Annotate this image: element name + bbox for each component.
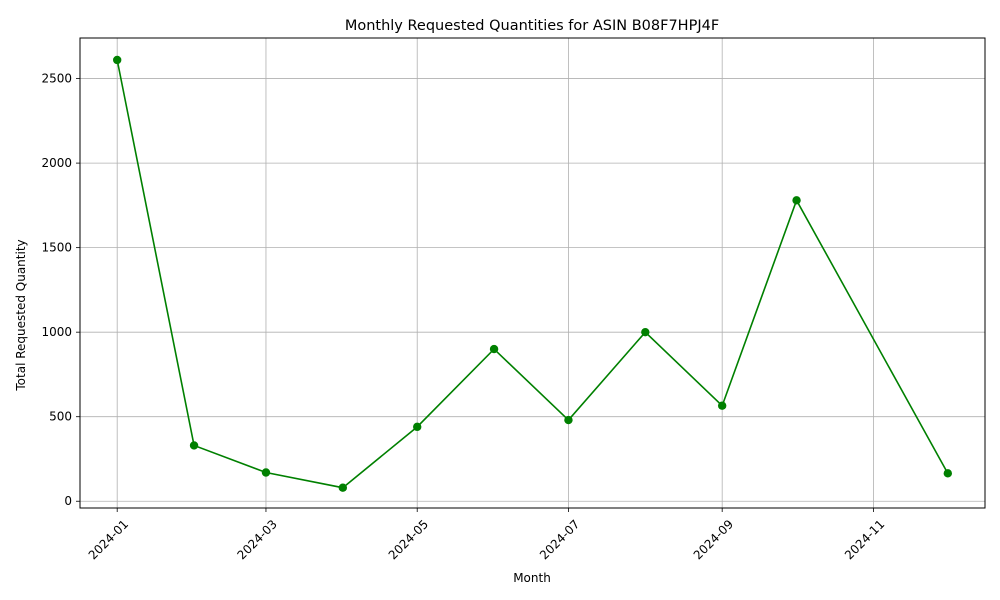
series-line-group (116, 59, 949, 489)
data-point (641, 327, 650, 337)
x-tick-label: 2024-07 (537, 517, 582, 562)
y-tick-label: 1000 (41, 325, 72, 339)
data-point (792, 196, 801, 205)
x-axis-label: Month (513, 571, 551, 585)
y-tick-label: 2000 (41, 156, 72, 170)
x-tick-label: 2024-03 (235, 517, 280, 562)
plot-area (79, 37, 986, 509)
data-point (489, 344, 499, 354)
y-tick-label: 500 (49, 410, 72, 424)
chart-title: Monthly Requested Quantities for ASIN B0… (345, 18, 719, 34)
data-point (717, 401, 727, 410)
data-point (413, 422, 422, 432)
data-point (564, 415, 573, 425)
x-axis: 2024-01 2024-03 2024-05 2024-07 2024-09 2024-… (86, 508, 887, 562)
x-tick-label: 2024-09 (691, 517, 736, 562)
y-tick-label: 2500 (41, 72, 72, 86)
x-tick-label: 2024-11 (842, 517, 887, 562)
data-point (189, 441, 199, 450)
y-tick-label: 1500 (41, 241, 72, 255)
y-axis-label: Total Requested Quantity (14, 239, 28, 391)
data-point (261, 468, 271, 477)
data-point (338, 483, 348, 492)
y-axis: 0 500 1000 1500 2000 2500 (41, 72, 80, 508)
grid (80, 38, 985, 508)
data-point (943, 469, 953, 478)
data-point (112, 55, 122, 65)
x-tick-label: 2024-05 (386, 517, 431, 562)
x-tick-label: 2024-01 (86, 517, 131, 562)
series-points (112, 55, 953, 492)
y-tick-label: 0 (64, 494, 72, 508)
series-line (116, 59, 949, 489)
